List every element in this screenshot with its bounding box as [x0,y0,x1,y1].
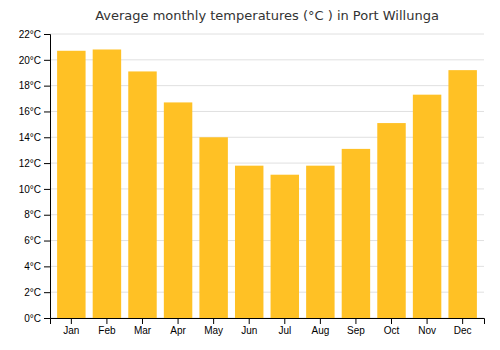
y-tick: 0°C [24,313,50,324]
bar [306,166,334,318]
y-tick-mark [44,86,50,87]
x-tick-label: Oct [384,325,400,336]
bar [342,149,370,318]
x-tick: Nov [418,318,436,336]
x-axis: Jan Feb Mar Apr May Jun Jul Aug Sep Oct Nov Dec [51,318,485,336]
x-tick-label: Apr [170,325,186,336]
y-tick: 12°C [19,158,50,169]
x-tick: Aug [311,318,329,336]
x-tick-label: Nov [418,325,436,336]
bar [57,51,85,318]
x-tick-mark [71,318,72,324]
y-tick: 22°C [19,29,50,40]
y-tick: 20°C [19,55,50,66]
chart-svg: 0°C 2°C 4°C 6°C 8°C 10°C 12°C 14°C 16°C 18°C 20°C 2… [0,0,500,350]
chart-container: 0°C 2°C 4°C 6°C 8°C 10°C 12°C 14°C 16°C 18°C 20°C 2… [0,0,500,350]
y-tick: 14°C [19,132,50,143]
x-tick-mark [320,318,321,324]
y-tick: 18°C [19,80,50,91]
bar [128,71,156,318]
x-tick: Mar [134,318,152,336]
bar [377,123,405,318]
x-tick-mark [284,318,285,324]
y-tick: 6°C [24,235,50,246]
x-tick-label: Jan [63,325,79,336]
x-tick-label: May [204,325,223,336]
x-axis-line [51,319,485,325]
grid [50,34,484,318]
y-axis-line [44,35,51,319]
x-tick-label: Aug [311,325,329,336]
x-tick: May [204,318,223,336]
x-tick-mark [142,318,143,324]
y-tick-mark [44,34,50,35]
x-tick-label: Dec [454,325,472,336]
x-tick-mark [427,318,428,324]
x-tick-mark [178,318,179,324]
bar [164,102,192,318]
x-tick-label: Jun [241,325,257,336]
y-tick-mark [44,266,50,267]
x-tick-label: Feb [98,325,116,336]
y-tick-mark [44,318,50,319]
y-tick-mark [44,215,50,216]
y-tick: 4°C [24,261,50,272]
x-tick-mark [213,318,214,324]
grid-line [50,34,484,35]
bar [93,49,121,318]
bar [448,70,476,318]
y-tick-label: 20°C [19,55,41,66]
x-tick: Feb [98,318,116,336]
y-tick: 8°C [24,209,50,220]
x-tick-mark [106,318,107,324]
y-tick-label: 22°C [19,29,41,40]
y-tick-label: 0°C [24,313,41,324]
bars [57,49,477,318]
x-tick: Jun [241,318,257,336]
x-tick: Jan [63,318,79,336]
x-tick-mark [391,318,392,324]
y-tick: 10°C [19,184,50,195]
x-tick-mark [462,318,463,324]
y-tick-label: 18°C [19,80,41,91]
y-tick-label: 16°C [19,106,41,117]
y-tick-label: 8°C [24,209,41,220]
y-tick: 16°C [19,106,50,117]
x-tick-label: Mar [134,325,152,336]
x-tick: Oct [384,318,400,336]
x-tick: Dec [454,318,472,336]
y-tick-label: 14°C [19,132,41,143]
y-tick-mark [44,163,50,164]
y-tick: 2°C [24,287,50,298]
x-tick-mark [355,318,356,324]
y-tick-label: 2°C [24,287,41,298]
bar [199,137,227,318]
plot-area: 0°C 2°C 4°C 6°C 8°C 10°C 12°C 14°C 16°C 18°C 20°C 2… [19,29,485,336]
x-tick-label: Sep [347,325,365,336]
bar [271,175,299,318]
chart-title: Average monthly temperatures (°C ) in Po… [95,8,439,23]
y-axis: 0°C 2°C 4°C 6°C 8°C 10°C 12°C 14°C 16°C 18°C 20°C 2… [19,29,51,324]
y-tick-label: 4°C [24,261,41,272]
y-tick-mark [44,60,50,61]
y-tick-label: 6°C [24,235,41,246]
y-tick-mark [44,189,50,190]
x-tick-mark [249,318,250,324]
x-tick: Jul [278,318,291,336]
bar [235,166,263,318]
x-tick: Sep [347,318,365,336]
y-tick-mark [44,137,50,138]
y-tick-label: 12°C [19,158,41,169]
y-tick-label: 10°C [19,184,41,195]
y-tick-mark [44,111,50,112]
y-tick-mark [44,292,50,293]
x-tick: Apr [170,318,186,336]
bar [413,95,441,318]
x-tick-label: Jul [278,325,291,336]
y-tick-mark [44,241,50,242]
